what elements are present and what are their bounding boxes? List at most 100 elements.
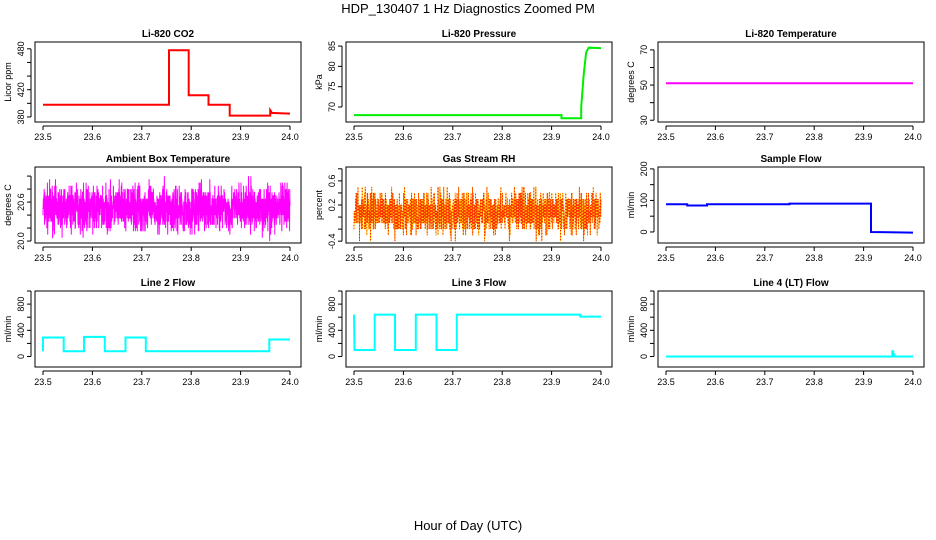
y-axis-label: degrees C [626, 61, 636, 103]
panel-line-4-lt-flow: Line 4 (LT) Flow 23.5 23.6 23.7 23.8 23.9 24.0… [626, 278, 925, 387]
panel-title: Li-820 Temperature [745, 29, 837, 40]
panel-title: Li-820 Pressure [442, 29, 517, 40]
x-tick-label: 23.7 [133, 132, 151, 142]
series-dots [353, 186, 602, 242]
x-tick-label: 23.5 [657, 132, 675, 142]
y-tick-label: 80 [327, 61, 337, 71]
x-tick-label: 23.5 [34, 253, 52, 263]
y-axis-label: kPa [314, 74, 324, 90]
x-tick-label: 24.0 [904, 377, 922, 387]
plot-box [657, 41, 925, 123]
plot-box [34, 166, 302, 244]
x-tick-label: 23.9 [232, 253, 250, 263]
panel-li-820-co2: Li-820 CO2 23.5 23.6 23.7 23.8 23.9 24.0 380 420… [3, 29, 302, 142]
panel-line-3-flow: Line 3 Flow 23.5 23.6 23.7 23.8 23.9 24.0 0 400 8… [314, 278, 613, 387]
x-tick-label: 23.8 [805, 132, 823, 142]
x-axis: 23.5 23.6 23.7 23.8 23.9 24.0 [34, 370, 299, 387]
x-tick-label: 23.6 [707, 132, 725, 142]
panel-title: Line 4 (LT) Flow [753, 278, 829, 289]
x-tick-label: 23.5 [657, 253, 675, 263]
y-axis-label: degrees C [3, 184, 13, 226]
panel-title: Li-820 CO2 [142, 29, 195, 40]
y-tick-label: 70 [327, 102, 337, 112]
y-tick-label: 20.6 [16, 193, 26, 211]
x-tick-label: 23.9 [543, 253, 561, 263]
plot-box [657, 290, 925, 368]
x-tick-label: 23.6 [395, 253, 413, 263]
y-tick-label: 200 [639, 161, 649, 176]
series-line-line-4 [666, 350, 913, 358]
x-tick-label: 23.9 [543, 377, 561, 387]
x-tick-label: 23.7 [444, 253, 462, 263]
x-tick-label: 23.9 [232, 377, 250, 387]
x-axis: 23.5 23.6 23.7 23.8 23.9 24.0 [345, 125, 610, 142]
y-tick-label: 400 [327, 323, 337, 338]
x-axis: 23.5 23.6 23.7 23.8 23.9 24.0 [657, 246, 922, 263]
panel-title: Sample Flow [760, 154, 821, 165]
x-tick-label: 23.8 [182, 377, 200, 387]
panel-title: Line 3 Flow [452, 278, 507, 289]
x-tick-label: 23.6 [707, 377, 725, 387]
x-axis-label: Hour of Day (UTC) [413, 518, 523, 533]
y-tick-label: 800 [639, 297, 649, 312]
x-tick-label: 24.0 [592, 132, 610, 142]
plot-box [345, 41, 613, 123]
x-tick-label: 23.8 [805, 377, 823, 387]
panel-li-820-temperature: Li-820 Temperature 23.5 23.6 23.7 23.8 23.9 24… [626, 29, 925, 142]
y-tick-label: 0.6 [327, 175, 337, 188]
y-axis: 70 75 80 85 [327, 41, 343, 112]
series-line-line-3 [353, 313, 601, 351]
x-tick-label: 24.0 [904, 253, 922, 263]
y-tick-label: 85 [327, 41, 337, 51]
y-tick-label: 480 [16, 41, 26, 56]
y-axis: 0 400 800 [639, 290, 655, 359]
x-tick-label: 24.0 [281, 253, 299, 263]
x-axis: 23.5 23.6 23.7 23.8 23.9 24.0 [345, 246, 610, 263]
y-axis-label: ml/min [3, 316, 13, 343]
x-axis: 23.5 23.6 23.7 23.8 23.9 24.0 [657, 370, 922, 387]
y-tick-label: 400 [16, 323, 26, 338]
series-line-pressure [354, 46, 602, 120]
y-axis: 0 400 800 [327, 290, 343, 359]
y-axis: 30 50 70 [639, 45, 655, 125]
x-tick-label: 23.9 [855, 377, 873, 387]
y-tick-label: 0.2 [327, 199, 337, 212]
x-axis: 23.5 23.6 23.7 23.8 23.9 24.0 [657, 125, 922, 142]
x-tick-label: 23.6 [707, 253, 725, 263]
panel-line-2-flow: Line 2 Flow 23.5 23.6 23.7 23.8 23.9 24.0 0 400 8… [3, 278, 302, 387]
panel-title: Ambient Box Temperature [106, 154, 231, 165]
x-tick-label: 23.7 [756, 132, 774, 142]
y-tick-label: -0.4 [327, 233, 337, 249]
x-tick-label: 24.0 [281, 132, 299, 142]
x-tick-label: 23.9 [855, 132, 873, 142]
y-tick-label: 50 [639, 80, 649, 90]
y-axis-label: Licor ppm [3, 62, 13, 102]
x-tick-label: 23.7 [756, 253, 774, 263]
x-tick-label: 23.8 [493, 253, 511, 263]
plot-box [34, 290, 302, 368]
y-axis: 0 100 200 [639, 161, 655, 234]
x-axis: 23.5 23.6 23.7 23.8 23.9 24.0 [345, 370, 610, 387]
x-tick-label: 23.6 [84, 253, 102, 263]
x-axis: 23.5 23.6 23.7 23.8 23.9 24.0 [34, 246, 299, 263]
x-tick-label: 23.8 [493, 377, 511, 387]
plot-box [345, 166, 613, 244]
y-axis-label: percent [314, 189, 324, 220]
x-tick-label: 23.5 [345, 132, 363, 142]
x-tick-label: 23.5 [657, 377, 675, 387]
x-tick-label: 23.5 [345, 253, 363, 263]
series-line-ambient [42, 176, 291, 242]
y-tick-label: 420 [16, 82, 26, 97]
panel-sample-flow: Sample Flow 23.5 23.6 23.7 23.8 23.9 24.0 0 100 2… [626, 154, 925, 263]
y-axis-label: ml/min [626, 192, 636, 219]
x-tick-label: 23.7 [444, 377, 462, 387]
x-tick-label: 23.9 [543, 132, 561, 142]
x-axis: 23.5 23.6 23.7 23.8 23.9 24.0 [34, 125, 299, 142]
x-tick-label: 23.5 [34, 132, 52, 142]
x-tick-label: 23.8 [493, 132, 511, 142]
x-tick-label: 23.8 [805, 253, 823, 263]
x-tick-label: 23.7 [133, 253, 151, 263]
x-tick-label: 24.0 [592, 253, 610, 263]
x-tick-label: 23.6 [84, 377, 102, 387]
